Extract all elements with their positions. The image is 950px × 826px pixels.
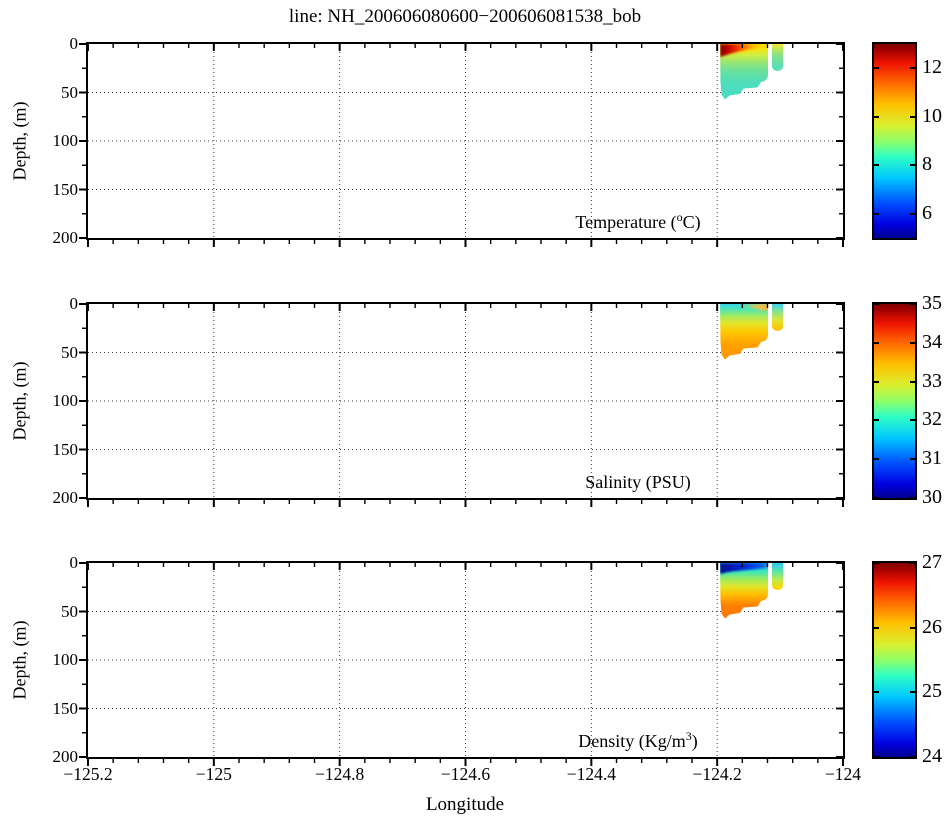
colorbar-tick — [910, 67, 915, 70]
y-tick-label: 200 — [52, 488, 79, 507]
y-tick-label: 200 — [52, 228, 79, 247]
x-tick-label: −124.2 — [692, 764, 742, 784]
y-tick-label: 100 — [52, 391, 79, 410]
colorbar-tick — [874, 626, 879, 629]
colorbar-tick-label: 30 — [922, 486, 942, 508]
y-axis-label: Depth, (m) — [9, 361, 30, 441]
x-tick-label: −125 — [195, 764, 232, 784]
colorbar-tick-label: 34 — [922, 330, 942, 353]
temperature-panel: Temperature (oC) — [79, 42, 845, 247]
x-tick-label: −124 — [824, 764, 862, 784]
colorbar-tick-label: 35 — [922, 292, 942, 314]
colorbar-tick — [910, 419, 915, 422]
x-tick-label: −124.8 — [315, 764, 365, 784]
colorbar-tick — [874, 341, 879, 344]
figure-title: line: NH_200606080600−200606081538_bob — [288, 6, 642, 27]
colorbar-tick — [874, 164, 879, 167]
colorbar-tick — [910, 212, 915, 215]
colorbar-tick-label: 26 — [922, 615, 942, 638]
colorbar-tick — [910, 497, 915, 499]
colorbar-tick-label: 25 — [922, 680, 942, 703]
colorbar-tick — [874, 212, 879, 215]
colorbar-tick-label: 10 — [922, 104, 942, 127]
temperature-plot-area — [79, 43, 844, 247]
colorbar-tick — [910, 691, 915, 694]
density-section-data-small — [772, 563, 783, 590]
y-tick-label: 50 — [61, 82, 78, 102]
colorbar-tick — [874, 458, 879, 461]
colorbar-tick — [910, 341, 915, 344]
colorbar-tick — [910, 458, 915, 461]
x-tick-label: −124.6 — [440, 764, 491, 784]
salinity-plot-area — [79, 303, 844, 507]
colorbar-tick — [874, 419, 879, 422]
y-tick-label: 0 — [69, 34, 79, 53]
colorbar-tick — [874, 691, 879, 694]
colorbar-tick — [874, 303, 879, 305]
colorbar-tick-label: 27 — [922, 551, 942, 573]
x-tick-label: −124.4 — [566, 764, 616, 784]
density-panel: Density (Kg/m3) — [79, 561, 845, 766]
density-label: Density (Kg/m3) — [578, 729, 698, 751]
y-tick-label: 150 — [52, 179, 79, 199]
temperature-section-data-small — [772, 44, 783, 71]
salinity-colorbar — [872, 302, 917, 500]
colorbar-tick — [874, 115, 879, 118]
y-tick-label: 100 — [52, 131, 79, 150]
salinity-label: Salinity (PSU) — [585, 472, 691, 492]
salinity-panel: Salinity (PSU) — [79, 302, 845, 507]
density-plot-area — [79, 562, 844, 766]
colorbar-tick — [874, 497, 879, 499]
y-tick-label: 100 — [52, 650, 79, 669]
colorbar-tick — [910, 380, 915, 383]
y-tick-label: 0 — [69, 294, 79, 313]
y-axis-label: Depth, (m) — [9, 620, 30, 700]
colorbar-tick-label: 32 — [922, 408, 942, 431]
salinity-section-data-small — [772, 304, 783, 331]
y-tick-label: 150 — [52, 698, 79, 718]
colorbar-tick-label: 33 — [922, 369, 942, 392]
colorbar-tick — [874, 380, 879, 383]
colorbar-tick — [874, 562, 879, 564]
colorbar-tick-label: 31 — [922, 447, 942, 470]
y-tick-label: 0 — [69, 553, 79, 572]
y-tick-label: 50 — [61, 342, 78, 362]
colorbar-tick — [874, 756, 879, 758]
colorbar-tick — [910, 115, 915, 118]
colorbar-tick-label: 6 — [922, 201, 932, 224]
y-tick-label: 200 — [52, 747, 79, 766]
colorbar-tick-label: 8 — [922, 153, 932, 176]
temperature-label: Temperature (oC) — [575, 210, 701, 232]
x-axis-label: Longitude — [425, 794, 505, 815]
colorbar-tick-label: 24 — [922, 745, 942, 767]
density-colorbar — [872, 561, 917, 759]
colorbar-tick — [910, 303, 915, 305]
y-tick-label: 50 — [61, 601, 78, 621]
colorbar-tick — [874, 67, 879, 70]
temperature-colorbar — [872, 42, 917, 240]
colorbar-tick — [910, 756, 915, 758]
colorbar-tick — [910, 164, 915, 167]
y-tick-label: 150 — [52, 439, 79, 459]
y-axis-label: Depth, (m) — [9, 101, 30, 181]
colorbar-tick — [910, 626, 915, 629]
colorbar-tick-label: 12 — [922, 56, 942, 79]
colorbar-tick — [910, 562, 915, 564]
x-tick-label: −125.2 — [63, 764, 113, 784]
